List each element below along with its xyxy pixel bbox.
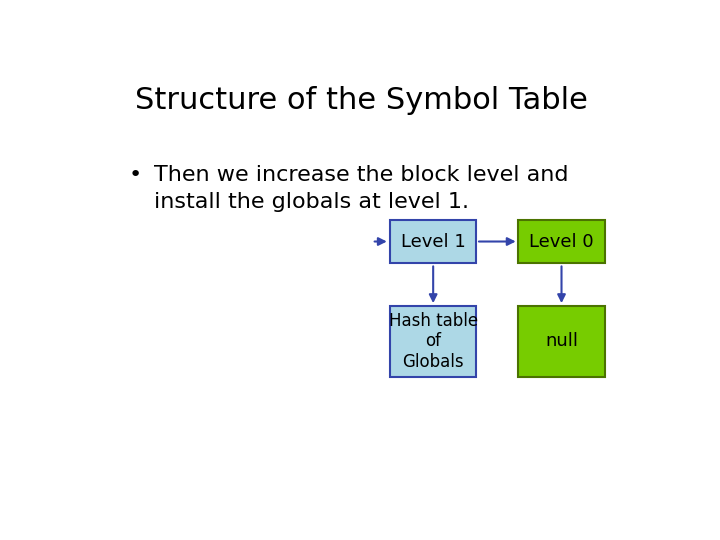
Text: •: • xyxy=(129,165,143,185)
FancyBboxPatch shape xyxy=(518,306,605,377)
Text: install the globals at level 1.: install the globals at level 1. xyxy=(154,192,469,212)
Text: Structure of the Symbol Table: Structure of the Symbol Table xyxy=(135,85,588,114)
FancyBboxPatch shape xyxy=(390,306,477,377)
Text: Level 1: Level 1 xyxy=(401,233,466,251)
Text: Then we increase the block level and: Then we increase the block level and xyxy=(154,165,569,185)
FancyBboxPatch shape xyxy=(518,220,605,264)
Text: Hash table
of
Globals: Hash table of Globals xyxy=(389,312,478,371)
Text: null: null xyxy=(545,332,578,350)
FancyBboxPatch shape xyxy=(390,220,477,264)
Text: Level 0: Level 0 xyxy=(529,233,594,251)
